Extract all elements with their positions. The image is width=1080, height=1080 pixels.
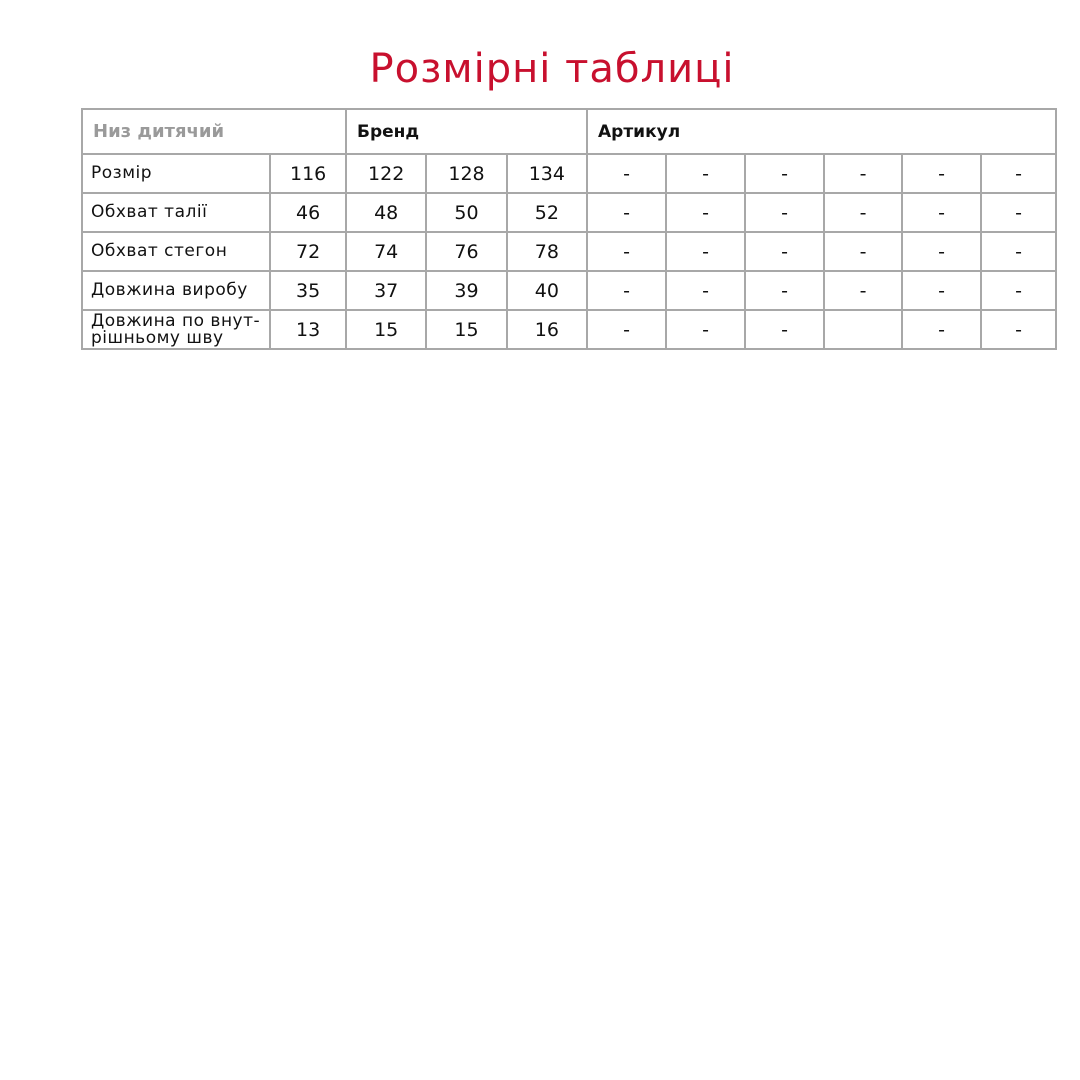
table-cell: - [901,270,982,311]
table-cell: 72 [269,231,347,272]
table-cell: - [586,192,667,233]
table-cell: 122 [344,153,428,194]
row-label: Розмір [80,153,272,194]
table-cell: 134 [505,153,589,194]
table-row: Довжина виробу 35 37 39 40- - - - - - [80,270,1057,311]
table-cell: 52 [505,192,589,233]
table-cell: 39 [425,270,508,311]
row-label: Обхват стегон [80,231,272,272]
page-title: Розмірні таблиці [369,46,735,92]
logo-letter-m [358,728,727,950]
table-cell: - [665,309,746,350]
row-label: Довжина виробу [80,270,272,311]
table-cell: - [744,153,825,194]
article-header: Артикул [586,108,1057,155]
size-table: Низ дитячий Бренд Артикул Розмір 116 122 12… [80,108,1057,350]
table-cell [823,309,903,350]
table-cell: 40 [505,270,589,311]
logo-letter-n [873,722,1080,950]
table-cell: 128 [425,153,508,194]
table-cell: 15 [425,309,508,350]
table-cell: 116 [269,153,347,194]
table-cell: - [586,231,667,272]
table-cell: - [744,270,825,311]
table-cell: - [980,231,1057,272]
measure-lines [186,824,334,1033]
table-cell: 78 [505,231,589,272]
brand-header: Бренд [345,108,588,155]
brand-logo [18,640,1080,1080]
table-cell: - [823,153,903,194]
table-cell: 13 [269,309,347,350]
table-cell: - [901,231,982,272]
table-cell: - [586,270,667,311]
table-row: Обхват стегон 72 74 76 78- - - - - - [80,231,1057,272]
table-cell: - [901,153,982,194]
table-cell: - [901,309,982,350]
logo-letter-i-stem [767,803,830,950]
table-cell: - [665,270,746,311]
table-cell: - [823,231,903,272]
table-cell: 50 [425,192,508,233]
table-cell: - [980,270,1057,311]
table-cell: 15 [344,309,428,350]
table-header-row: Низ дитячий Бренд Артикул [81,108,1057,155]
table-cell: - [901,192,982,233]
logo-backdrop [18,640,290,1080]
table-row: Довжина по внут-рішньому шву 13 15 15 16- - - -… [80,309,1057,350]
row-label: Обхват талії [80,192,272,233]
table-cell: 48 [344,192,428,233]
table-cell: - [980,192,1057,233]
table-cell: - [744,309,825,350]
table-cell: 76 [425,231,508,272]
row-label: Довжина по внут-рішньому шву [80,309,272,350]
table-cell: - [980,153,1057,194]
logo-letter-i-dot [765,718,829,782]
table-cell: - [586,309,667,350]
table-cell: - [823,192,903,233]
table-cell: 46 [269,192,347,233]
table-cell: - [744,231,825,272]
child-silhouette [148,618,325,1072]
table-cell: 74 [344,231,428,272]
table-cell: - [744,192,825,233]
table-cell: 37 [344,270,428,311]
table-cell: 35 [269,270,347,311]
table-cell: 16 [505,309,589,350]
table-cell: - [665,231,746,272]
table-row: Розмір 116 122 128 134- - - - - - [80,153,1057,194]
table-cell: - [980,309,1057,350]
table-cell: - [665,153,746,194]
category-header: Низ дитячий [81,108,347,155]
table-cell: - [665,192,746,233]
table-row: Обхват талії 46 48 50 52- - - - - - [80,192,1057,233]
table-cell: - [586,153,667,194]
table-cell: - [823,270,903,311]
